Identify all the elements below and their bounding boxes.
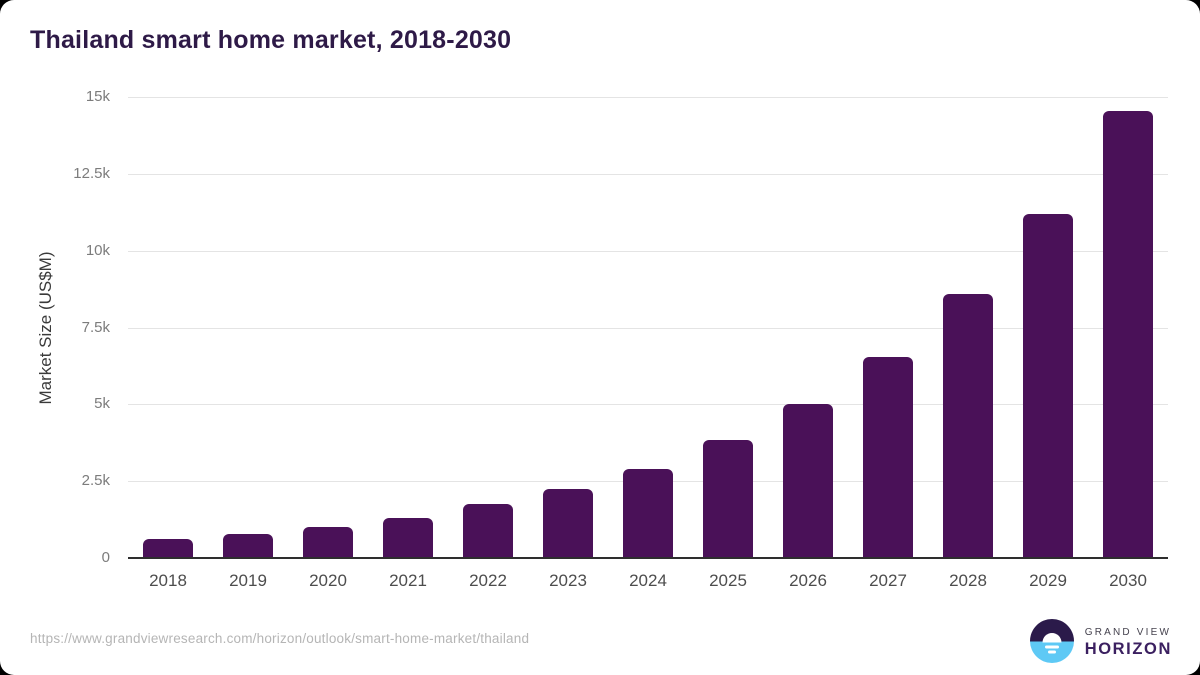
x-tick-label-2024: 2024 <box>629 571 667 590</box>
bar-2023 <box>543 488 593 558</box>
y-tick-label: 7.5k <box>81 318 110 336</box>
grand-view-horizon-logo: GRAND VIEW HORIZON <box>1029 618 1172 668</box>
x-tick-label-2027: 2027 <box>869 571 907 590</box>
gridline <box>128 250 1168 252</box>
gridline <box>128 327 1168 329</box>
y-tick-label: 12.5k <box>73 164 110 182</box>
bar-2029 <box>1023 213 1073 558</box>
x-tick-label-2026: 2026 <box>789 571 827 590</box>
chart-title: Thailand smart home market, 2018-2030 <box>30 26 512 54</box>
bar-2022 <box>463 504 513 558</box>
x-tick-label-2023: 2023 <box>549 571 587 590</box>
gridline <box>128 173 1168 175</box>
x-tick-label-2025: 2025 <box>709 571 747 590</box>
y-tick-label: 0 <box>101 549 110 566</box>
x-tick-label-2029: 2029 <box>1029 571 1067 590</box>
x-tick-label-2021: 2021 <box>389 571 427 590</box>
gridline <box>128 404 1168 406</box>
logo-horizon-text: HORIZON <box>1084 640 1172 658</box>
bar-2025 <box>703 439 753 558</box>
y-tick-label: 2.5k <box>81 472 110 490</box>
bar-2019 <box>223 534 273 558</box>
y-tick-label: 5k <box>94 395 110 413</box>
bar-2018 <box>143 538 193 558</box>
bar-2028 <box>943 293 993 558</box>
source-url: https://www.grandviewresearch.com/horizo… <box>30 631 530 646</box>
y-tick-label: 15k <box>85 88 110 105</box>
logo-grand-view-text: GRAND VIEW <box>1084 627 1172 638</box>
bar-2020 <box>303 527 353 558</box>
x-tick-label-2019: 2019 <box>229 571 267 590</box>
x-tick-label-2028: 2028 <box>949 571 987 590</box>
x-tick-label-2018: 2018 <box>149 571 187 590</box>
bar-2024 <box>623 468 673 558</box>
x-axis-line <box>128 557 1168 559</box>
logo-wordmark: GRAND VIEW HORIZON <box>1085 627 1172 659</box>
bar-2030 <box>1103 110 1153 558</box>
x-tick-label-2020: 2020 <box>309 571 347 590</box>
x-tick-label-2022: 2022 <box>469 571 507 590</box>
bar-2021 <box>383 518 433 558</box>
x-tick-label-2030: 2030 <box>1109 571 1147 590</box>
bar-2027 <box>863 356 913 558</box>
gridline <box>128 97 1168 98</box>
y-tick-label: 10k <box>85 241 110 259</box>
bar-2026 <box>783 404 833 558</box>
horizon-sun-icon <box>1029 618 1074 668</box>
